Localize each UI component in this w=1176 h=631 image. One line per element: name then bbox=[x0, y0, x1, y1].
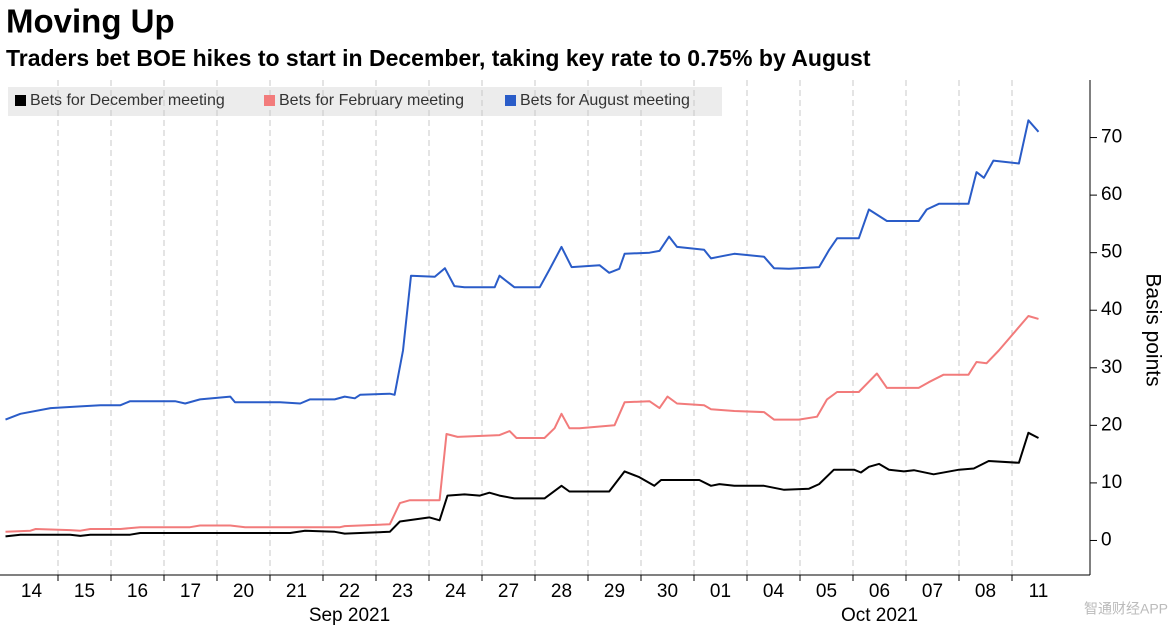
legend-swatch bbox=[505, 95, 516, 106]
x-tick-label: 07 bbox=[922, 581, 943, 602]
y-tick-label: 30 bbox=[1101, 357, 1122, 378]
x-tick-label: 15 bbox=[74, 581, 95, 602]
legend-label: Bets for December meeting bbox=[30, 92, 225, 109]
y-tick-label: 60 bbox=[1101, 184, 1122, 205]
x-tick-label: 21 bbox=[286, 581, 307, 602]
x-tick-label: 29 bbox=[604, 581, 625, 602]
x-tick-label: 17 bbox=[180, 581, 201, 602]
y-tick-label: 70 bbox=[1101, 127, 1122, 148]
x-tick-label: 23 bbox=[392, 581, 413, 602]
series-line bbox=[5, 431, 1039, 538]
x-month-label: Oct 2021 bbox=[841, 605, 918, 626]
x-tick-label: 28 bbox=[551, 581, 572, 602]
x-tick-label: 06 bbox=[869, 581, 890, 602]
y-tick-label: 10 bbox=[1101, 472, 1122, 493]
chart-title: Moving Up bbox=[6, 3, 175, 40]
x-tick-label: 08 bbox=[975, 581, 996, 602]
watermark: 智通财经APP bbox=[1084, 601, 1168, 617]
x-tick-label: 16 bbox=[127, 581, 148, 602]
x-tick-label: 27 bbox=[498, 581, 519, 602]
x-tick-label: 04 bbox=[763, 581, 785, 602]
x-tick-label: 14 bbox=[21, 581, 43, 602]
y-axis-label: Basis points bbox=[1141, 273, 1164, 386]
x-tick-label: 30 bbox=[657, 581, 678, 602]
x-tick-label: 05 bbox=[816, 581, 837, 602]
x-month-label: Sep 2021 bbox=[309, 605, 390, 626]
legend-label: Bets for August meeting bbox=[520, 92, 690, 109]
x-tick-label: 01 bbox=[710, 581, 731, 602]
x-tick-label: 11 bbox=[1029, 581, 1049, 602]
x-tick-label: 22 bbox=[339, 581, 360, 602]
legend-swatch bbox=[264, 95, 275, 106]
x-tick-label: 20 bbox=[233, 581, 254, 602]
series-line bbox=[5, 119, 1040, 421]
series-line bbox=[5, 315, 1039, 533]
y-tick-label: 20 bbox=[1101, 414, 1122, 435]
y-tick-label: 50 bbox=[1101, 242, 1122, 263]
legend-swatch bbox=[15, 95, 26, 106]
y-tick-label: 0 bbox=[1101, 529, 1112, 550]
x-tick-label: 24 bbox=[445, 581, 467, 602]
chart-subtitle: Traders bet BOE hikes to start in Decemb… bbox=[6, 45, 871, 71]
legend-label: Bets for February meeting bbox=[279, 92, 464, 109]
legend-box bbox=[8, 87, 722, 116]
y-tick-label: 40 bbox=[1101, 299, 1122, 320]
